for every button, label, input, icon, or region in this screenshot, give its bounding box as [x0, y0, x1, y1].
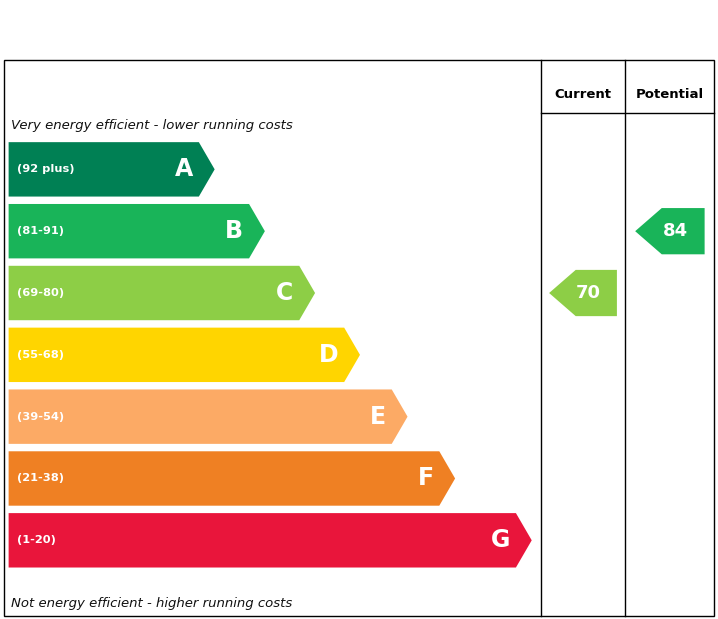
Polygon shape: [9, 451, 455, 506]
Text: A: A: [175, 157, 193, 181]
Polygon shape: [9, 389, 408, 444]
Text: (21-38): (21-38): [17, 474, 64, 483]
Polygon shape: [9, 142, 215, 197]
Text: (55-68): (55-68): [17, 350, 64, 360]
Text: (92 plus): (92 plus): [17, 165, 75, 175]
Polygon shape: [9, 513, 532, 568]
Polygon shape: [635, 208, 704, 254]
Text: Not energy efficient - higher running costs: Not energy efficient - higher running co…: [11, 597, 292, 610]
Text: Very energy efficient - lower running costs: Very energy efficient - lower running co…: [11, 119, 292, 132]
Polygon shape: [9, 327, 360, 382]
Polygon shape: [9, 204, 265, 258]
Text: G: G: [491, 528, 510, 552]
Text: (69-80): (69-80): [17, 288, 65, 298]
Text: D: D: [319, 343, 338, 367]
Text: E: E: [370, 405, 386, 429]
Text: Potential: Potential: [636, 89, 704, 102]
Text: 70: 70: [576, 284, 601, 302]
Text: Energy Efficiency Rating: Energy Efficiency Rating: [18, 12, 478, 45]
Text: Current: Current: [554, 89, 612, 102]
Text: (1-20): (1-20): [17, 535, 56, 545]
Text: 84: 84: [663, 222, 688, 240]
Text: (39-54): (39-54): [17, 412, 65, 422]
Text: (81-91): (81-91): [17, 226, 64, 236]
Text: B: B: [225, 219, 243, 243]
Text: F: F: [417, 467, 434, 490]
Polygon shape: [549, 270, 617, 316]
Text: C: C: [276, 281, 294, 305]
Polygon shape: [9, 266, 315, 320]
